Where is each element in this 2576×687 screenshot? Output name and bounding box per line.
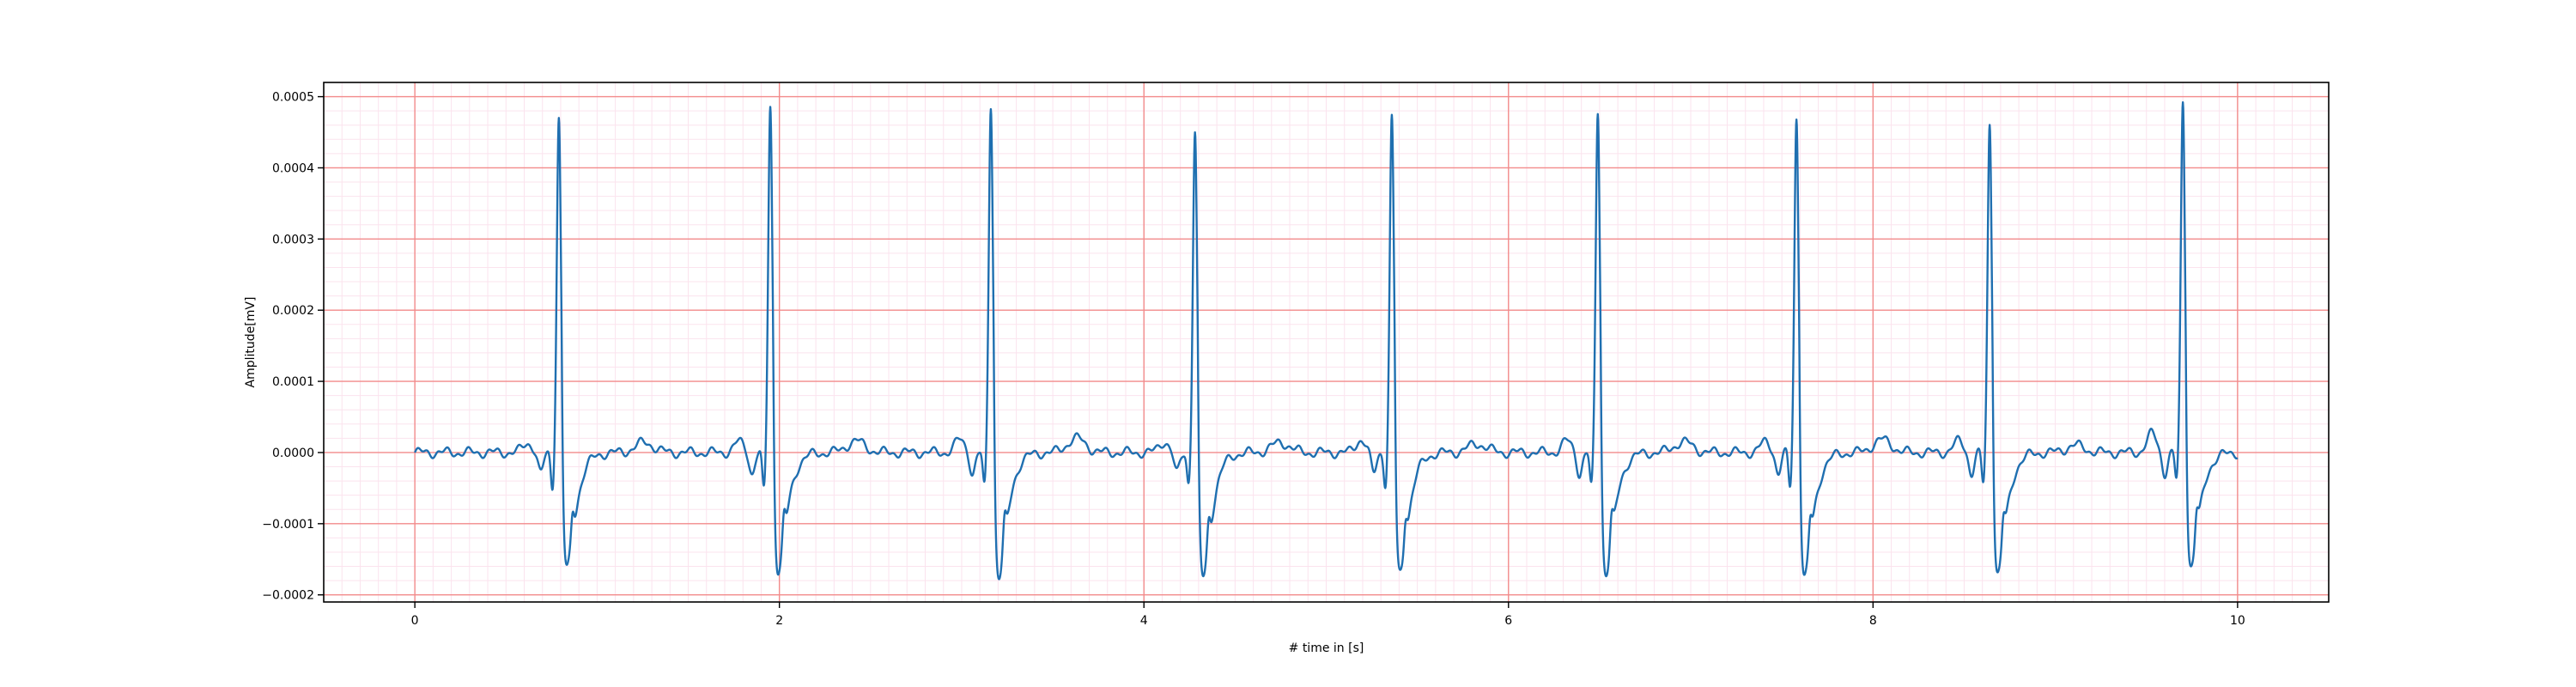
x-tick-label: 0: [411, 614, 419, 628]
y-tick-label: 0.0005: [272, 91, 314, 105]
x-tick-label: 6: [1504, 614, 1512, 628]
plot-frame: [323, 82, 2330, 603]
y-axis-label: Amplitude[mV]: [244, 297, 258, 388]
x-tick-label: 4: [1140, 614, 1148, 628]
y-tick-label: 0.0002: [272, 304, 314, 318]
x-tick-label: 10: [2230, 614, 2245, 628]
y-axis-ticks: −0.0002 −0.0001 0.0000 0.0001 0.0002 0.0003 0.…: [262, 91, 324, 603]
y-tick-label: −0.0001: [262, 518, 314, 532]
y-tick-label: 0.0004: [272, 161, 314, 175]
x-axis-label: # time in [s]: [1289, 641, 1364, 655]
y-tick-label: 0.0000: [272, 447, 314, 460]
y-tick-label: −0.0002: [262, 589, 314, 603]
x-tick-label: 2: [775, 614, 783, 628]
ecg-series-line: [414, 100, 2239, 581]
minor-grid: [323, 82, 2330, 602]
y-tick-label: 0.0003: [272, 233, 314, 246]
y-tick-label: 0.0001: [272, 375, 314, 389]
x-axis-ticks: 0 2 4 6 8 10: [411, 602, 2245, 628]
x-tick-label: 8: [1869, 614, 1877, 628]
